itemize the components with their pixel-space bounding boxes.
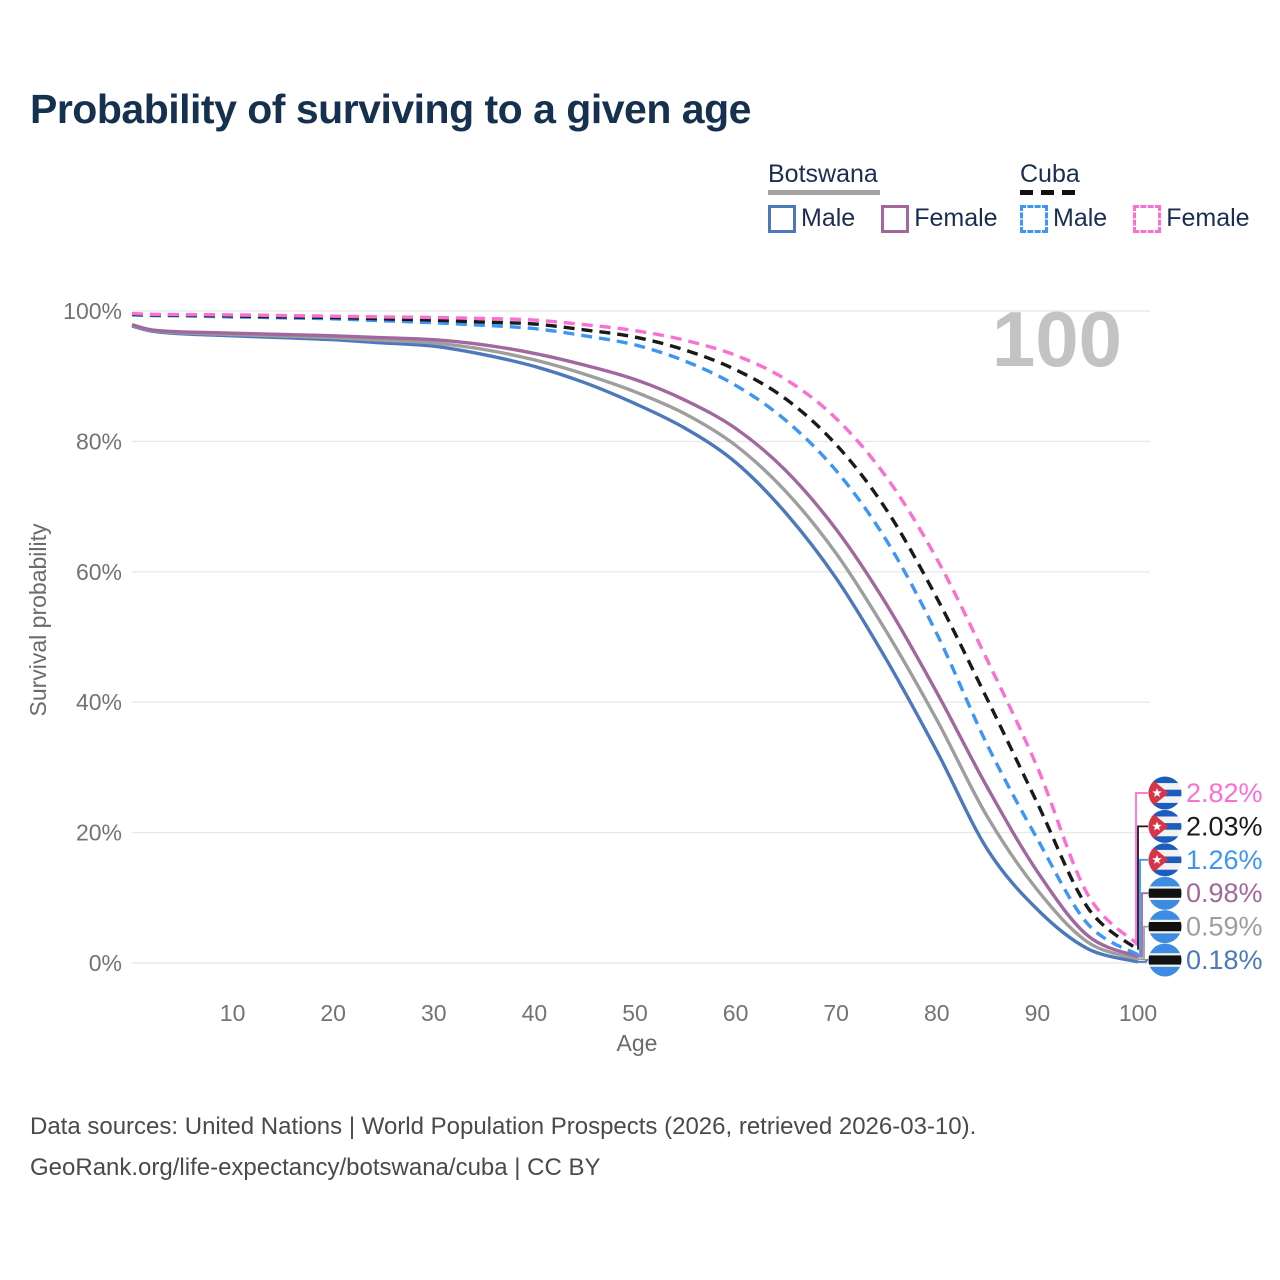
legend-row-cuba: Male Female [1020, 204, 1276, 233]
end-label-cuba-female: 2.82% [1186, 778, 1263, 808]
footer: Data sources: United Nations | World Pop… [30, 1106, 976, 1188]
connector-cuba-female [1135, 792, 1148, 946]
cuba-flag-icon [1148, 809, 1182, 843]
connector-cuba-male [1138, 858, 1148, 956]
connector-botswana-both [1138, 925, 1148, 961]
x-tick-80: 80 [924, 1000, 950, 1026]
x-tick-30: 30 [421, 1000, 447, 1026]
y-tick-80: 80% [76, 428, 122, 454]
gridlines [132, 310, 1150, 964]
legend-swatch-cuba-male[interactable] [1020, 204, 1048, 233]
curve-cuba-both[interactable] [131, 312, 1140, 952]
x-tick-50: 50 [622, 1000, 648, 1026]
legend-label-cuba-female[interactable]: Female [1166, 204, 1250, 232]
x-tick-20: 20 [320, 1000, 346, 1026]
end-label-cuba-male: 1.26% [1186, 845, 1263, 875]
cuba-flag-icon [1148, 776, 1182, 810]
end-label-flags [1148, 776, 1182, 977]
end-value-labels: 2.82%2.03% 1.26%0.98% 0.59%0.18% [1186, 778, 1263, 975]
legend-group-cuba: Cuba Male Female [1020, 161, 1276, 233]
legend-underline-cuba [1020, 190, 1082, 195]
end-label-connectors [1135, 792, 1148, 963]
legend-label-botswana-female[interactable]: Female [914, 204, 998, 232]
y-tick-20: 20% [76, 820, 122, 846]
end-label-botswana-both: 0.59% [1186, 912, 1263, 942]
legend-title-cuba[interactable]: Cuba [1020, 160, 1080, 188]
curve-botswana-female[interactable] [131, 323, 1139, 959]
x-axis-title: Age [617, 1030, 658, 1056]
end-label-cuba-both: 2.03% [1186, 811, 1263, 841]
curve-cuba-male[interactable] [131, 313, 1139, 957]
end-label-botswana-female: 0.98% [1186, 878, 1263, 908]
legend-title-botswana[interactable]: Botswana [768, 160, 878, 188]
y-tick-0: 0% [89, 950, 122, 976]
end-label-botswana-male: 0.18% [1186, 945, 1263, 975]
y-axis-title: Survival probability [25, 523, 51, 717]
x-tick-90: 90 [1025, 1000, 1051, 1026]
legend-label-cuba-male[interactable]: Male [1053, 204, 1108, 232]
legend-row-botswana: Male Female [768, 204, 1024, 233]
footer-attribution: GeoRank.org/life-expectancy/botswana/cub… [30, 1154, 601, 1181]
x-axis-tick-labels: 10 20 30 40 50 60 70 80 90 100 [220, 1000, 1157, 1026]
x-tick-100: 100 [1119, 1000, 1157, 1026]
y-axis-tick-labels: 0% 20% 40% 60% 80% 100% [63, 298, 122, 976]
cuba-flag-icon [1148, 843, 1182, 877]
curve-botswana-both[interactable] [131, 323, 1139, 961]
legend-underline-botswana [768, 190, 880, 195]
survival-curves [131, 311, 1140, 964]
y-tick-40: 40% [76, 689, 122, 715]
legend-label-botswana-male[interactable]: Male [801, 204, 856, 232]
curve-cuba-female[interactable] [131, 311, 1140, 946]
connector-botswana-female [1138, 892, 1148, 958]
botswana-flag-icon [1148, 910, 1182, 944]
hover-age-watermark: 100 [992, 295, 1122, 383]
x-tick-70: 70 [823, 1000, 849, 1026]
page-title: Probability of surviving to a given age [30, 86, 751, 132]
connector-botswana-male [1138, 959, 1148, 963]
footer-data-sources: Data sources: United Nations | World Pop… [30, 1113, 977, 1140]
legend-swatch-cuba-female[interactable] [1133, 204, 1162, 233]
curve-botswana-male[interactable] [131, 324, 1139, 964]
y-tick-60: 60% [76, 559, 122, 585]
legend-swatch-botswana-female[interactable] [881, 204, 910, 233]
connector-cuba-both [1137, 825, 1148, 950]
y-tick-100: 100% [63, 298, 122, 324]
x-tick-60: 60 [723, 1000, 749, 1026]
botswana-flag-icon [1148, 943, 1182, 977]
x-tick-10: 10 [220, 1000, 246, 1026]
legend-group-botswana: Botswana Male Female [768, 161, 1024, 233]
legend-swatch-botswana-male[interactable] [768, 204, 796, 233]
x-tick-40: 40 [522, 1000, 548, 1026]
botswana-flag-icon [1148, 876, 1182, 910]
